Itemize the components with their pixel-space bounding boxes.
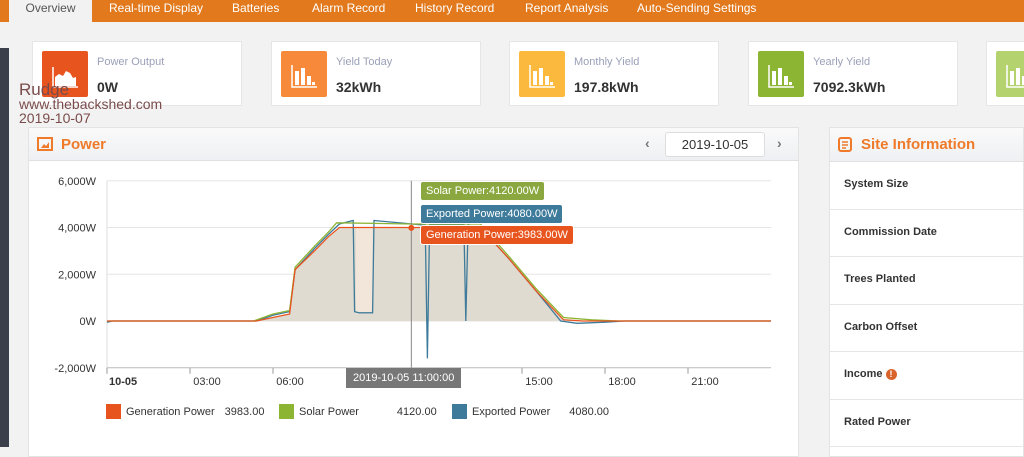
watermark: Rudge www.thebackshed.com 2019-10-07 — [19, 80, 163, 126]
tab-realtime-display[interactable]: Real-time Display — [109, 1, 204, 15]
site-info-label: Rated Power — [844, 415, 911, 428]
legend-exported[interactable]: Exported Power 4080.00 — [452, 404, 609, 419]
stat-label: Yearly Yield — [813, 56, 871, 68]
site-info-row: Carbon Offset — [830, 305, 1023, 352]
stat-card: Yield Today 32kWh — [271, 41, 481, 106]
legend-solar[interactable]: Solar Power 4120.00 — [279, 404, 437, 419]
stat-value: 32kWh — [336, 79, 382, 95]
x-tick-label: 10-05 — [109, 376, 137, 388]
tooltip-exported: Exported Power:4080.00W — [420, 204, 564, 224]
stat-value: 197.8kWh — [574, 79, 639, 95]
stat-value: 7092.3kWh — [813, 79, 886, 95]
y-tick-label: 4,000W — [58, 223, 97, 235]
legend-label: Generation Power — [126, 405, 215, 418]
series-line-solar-power — [107, 222, 771, 322]
x-tick-label: 06:00 — [276, 376, 304, 388]
cursor-point — [408, 224, 415, 231]
bar-chart-icon — [996, 51, 1024, 97]
y-tick-label: -2,000W — [54, 363, 96, 375]
prev-date-button[interactable]: ‹ — [645, 135, 650, 151]
legend-swatch — [279, 404, 294, 419]
tooltip-solar: Solar Power:4120.00W — [420, 181, 546, 201]
watermark-name: Rudge — [19, 80, 70, 99]
bar-chart-icon — [758, 51, 804, 97]
x-tick-label: 21:00 — [691, 376, 719, 388]
site-info-row: Trees Planted — [830, 257, 1023, 305]
area-chart-icon — [42, 51, 88, 97]
site-info-row: Commission Date — [830, 210, 1023, 257]
site-info-label: Trees Planted — [844, 273, 916, 285]
stat-label: Monthly Yield — [574, 56, 640, 68]
tab-history-record[interactable]: History Record — [415, 1, 495, 15]
generation-area — [107, 227, 771, 321]
bar-chart-icon — [281, 51, 327, 97]
site-info-title: Site Information — [861, 136, 976, 153]
y-tick-label: 0W — [80, 316, 97, 328]
stat-card — [986, 41, 1024, 106]
legend-generation[interactable]: Generation Power 3983.00 — [106, 404, 264, 419]
site-info-panel: Site Information System Size Commission D… — [829, 127, 1024, 457]
tooltip-generation: Generation Power:3983.00W — [420, 225, 574, 245]
tab-report-analysis[interactable]: Report Analysis — [525, 1, 609, 15]
top-nav: Overview Real-time Display Batteries Ala… — [0, 0, 1024, 23]
stat-value: 0W — [97, 79, 118, 95]
site-info-label: System Size — [844, 178, 909, 190]
series-line-generation-power — [107, 226, 771, 322]
tab-overview[interactable]: Overview — [9, 0, 92, 23]
cursor-time-label: 2019-10-05 11:00:00 — [346, 368, 462, 388]
y-tick-label: 2,000W — [58, 269, 97, 281]
site-info-label: Commission Date — [844, 225, 937, 238]
site-info-label: Income — [844, 368, 883, 380]
site-info-row: Rated Power — [830, 400, 1023, 447]
tab-alarm-record[interactable]: Alarm Record — [312, 1, 386, 15]
watermark-date: 2019-10-07 — [19, 110, 91, 126]
x-tick-label: 03:00 — [193, 376, 221, 388]
site-info-row: Income! — [830, 352, 1023, 400]
legend-swatch — [452, 404, 467, 419]
site-info-label: Carbon Offset — [844, 320, 918, 333]
legend-swatch — [106, 404, 121, 419]
power-chart: 6,000W 4,000W 2,000W 0W -2,000W 10-05 03:00 06:… — [54, 176, 771, 388]
stat-label: Power Output — [97, 56, 165, 68]
legend-value: 4080.00 — [569, 405, 610, 418]
y-tick-label: 6,000W — [58, 176, 97, 188]
warning-icon[interactable]: ! — [885, 369, 897, 380]
stat-card: Yearly Yield 7092.3kWh — [748, 41, 958, 106]
date-picker[interactable]: 2019-10-05 — [665, 132, 765, 157]
x-tick-label: 15:00 — [525, 376, 553, 388]
generation-area-highlight — [356, 227, 373, 314]
watermark-site: www.thebackshed.com — [19, 96, 163, 112]
tab-auto-sending-settings[interactable]: Auto-Sending Settings — [637, 1, 757, 15]
legend-label: Exported Power — [472, 405, 551, 418]
stat-card: Power Output 0W — [32, 41, 242, 106]
sidebar-strip — [0, 48, 9, 447]
legend-value: 3983.00 — [224, 405, 265, 418]
power-title: Power — [61, 136, 107, 153]
bar-chart-icon — [519, 51, 565, 97]
stat-label: Yield Today — [336, 56, 393, 68]
x-tick-label: 18:00 — [608, 376, 636, 388]
next-date-button[interactable]: › — [777, 135, 782, 151]
tab-batteries[interactable]: Batteries — [232, 1, 280, 15]
legend-value: 4120.00 — [396, 405, 437, 418]
site-info-row: System Size — [830, 162, 1023, 210]
stat-card: Monthly Yield 197.8kWh — [509, 41, 719, 106]
document-icon — [838, 137, 852, 152]
area-chart-icon — [37, 137, 53, 151]
legend-label: Solar Power — [299, 405, 359, 418]
